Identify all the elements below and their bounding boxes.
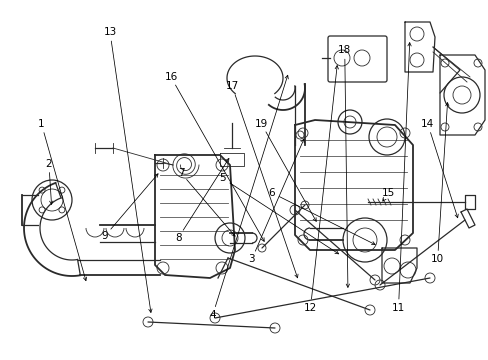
Text: 13: 13 [103,27,117,37]
Text: 17: 17 [225,81,239,91]
Text: 11: 11 [391,303,405,313]
Circle shape [222,230,238,246]
Text: 16: 16 [164,72,178,82]
Text: 10: 10 [430,254,443,264]
Text: 3: 3 [248,254,255,264]
Text: 2: 2 [45,159,52,169]
Text: 6: 6 [267,188,274,198]
Text: 12: 12 [303,303,317,313]
Text: 9: 9 [102,231,108,241]
Text: 18: 18 [337,45,351,55]
Text: 14: 14 [420,119,434,129]
Text: 8: 8 [175,233,182,243]
Text: 4: 4 [209,310,216,320]
Text: 7: 7 [177,168,184,178]
Text: 15: 15 [381,188,395,198]
Text: 5: 5 [219,173,225,183]
Text: 1: 1 [38,119,45,129]
Text: 19: 19 [254,119,268,129]
